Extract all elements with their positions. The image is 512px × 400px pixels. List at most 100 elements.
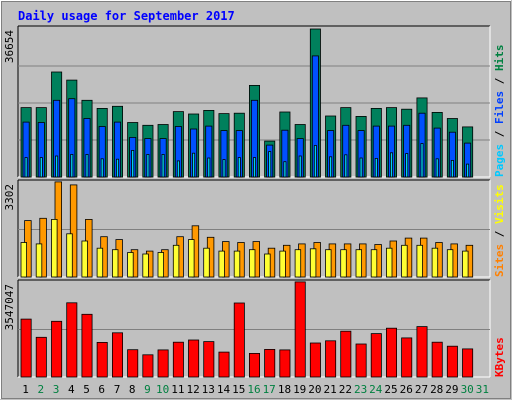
bar-sites-day-21	[325, 249, 332, 278]
bar-kbytes-day-3	[51, 320, 63, 378]
bar-kbytes-day-21	[325, 340, 337, 378]
legend-part-hits-4: Hits	[493, 45, 506, 72]
legend-part-visits-1: /	[493, 224, 506, 244]
bar-kbytes-day-23	[355, 343, 367, 378]
bar-sites-day-26	[401, 244, 408, 278]
bar-sites-day-23	[355, 249, 362, 278]
x-tick-label-23: 23	[354, 383, 367, 396]
x-tick-label-4: 4	[68, 383, 75, 396]
bar-kbytes-day-12	[188, 339, 200, 378]
x-tick-label-18: 18	[278, 383, 291, 396]
x-tick-label-8: 8	[129, 383, 136, 396]
bar-sites-day-18	[279, 250, 286, 278]
bar-sites-day-19	[294, 249, 302, 278]
y-max-label-visits: 3302	[3, 184, 16, 211]
panel-hits: 36654 Pages / Files / Hits	[3, 25, 506, 178]
bar-sites-day-8	[127, 252, 134, 278]
x-tick-label-27: 27	[415, 383, 428, 396]
legend-part-kbytes-0: KBytes	[493, 337, 506, 377]
bar-pages-day-30	[466, 163, 470, 178]
bar-pages-day-18	[283, 161, 287, 178]
bar-pages-day-3	[55, 155, 59, 178]
bar-kbytes-day-7	[112, 332, 124, 378]
x-tick-label-1: 1	[22, 383, 29, 396]
bar-pages-day-6	[100, 158, 104, 178]
x-tick-label-21: 21	[323, 383, 336, 396]
bar-kbytes-day-5	[81, 313, 93, 378]
bar-sites-day-16	[248, 249, 256, 278]
bar-pages-day-2	[39, 157, 43, 178]
bar-sites-day-25	[385, 247, 393, 278]
x-tick-label-26: 26	[400, 383, 413, 396]
panel-visits: 3302 Sites / Visits	[3, 179, 506, 278]
x-tick-label-3: 3	[53, 383, 60, 396]
bar-pages-day-21	[329, 156, 333, 178]
bar-kbytes-day-1	[20, 318, 32, 378]
chart-title: Daily usage for September 2017	[18, 9, 235, 23]
bar-sites-day-20	[309, 248, 317, 278]
x-tick-label-28: 28	[430, 383, 443, 396]
bar-kbytes-day-14	[218, 351, 230, 378]
bar-kbytes-day-15	[233, 302, 245, 378]
x-tick-label-9: 9	[144, 383, 151, 396]
x-tick-label-13: 13	[202, 383, 215, 396]
legend-part-hits-1: /	[493, 124, 506, 144]
bar-pages-day-17	[268, 151, 272, 178]
bar-kbytes-day-26	[401, 337, 413, 378]
bar-pages-day-22	[344, 154, 348, 178]
x-tick-label-10: 10	[156, 383, 169, 396]
legend-part-hits-0: Pages	[493, 144, 506, 177]
bar-sites-day-2	[35, 243, 43, 278]
bar-sites-day-9	[142, 253, 149, 278]
bar-pages-day-8	[131, 149, 135, 178]
bar-sites-day-3	[51, 218, 58, 278]
bar-visits-day-4	[69, 184, 78, 278]
bar-sites-day-27	[416, 244, 423, 278]
x-tick-label-11: 11	[171, 383, 184, 396]
x-tick-label-22: 22	[339, 383, 352, 396]
bar-pages-day-15	[237, 157, 241, 178]
bar-pages-day-13	[207, 157, 211, 178]
bar-sites-day-6	[96, 247, 104, 278]
bar-kbytes-day-16	[248, 352, 260, 378]
bar-pages-day-5	[85, 153, 89, 178]
x-tick-label-16: 16	[247, 383, 260, 396]
bar-kbytes-day-30	[462, 348, 474, 378]
legend-label-kbytes: KBytes	[493, 337, 506, 377]
bar-pages-day-7	[116, 158, 120, 178]
bar-kbytes-day-19	[294, 281, 306, 378]
x-tick-label-5: 5	[83, 383, 90, 396]
legend-part-visits-0: Sites	[493, 244, 506, 277]
bar-kbytes-day-20	[309, 342, 321, 378]
bar-sites-day-15	[233, 250, 241, 278]
bar-sites-day-4	[66, 233, 73, 278]
legend-label-hits: Pages / Files / Hits	[493, 45, 506, 178]
bar-sites-day-17	[264, 253, 271, 278]
bar-kbytes-day-24	[370, 333, 382, 378]
x-tick-label-24: 24	[369, 383, 383, 396]
bar-pages-day-24	[374, 157, 378, 178]
legend-part-visits-2: Visits	[493, 184, 506, 224]
x-tick-label-30: 30	[461, 383, 474, 396]
x-tick-label-14: 14	[217, 383, 231, 396]
y-max-label-kbytes: 3547047	[3, 284, 16, 330]
bar-pages-day-29	[450, 159, 454, 178]
series-kbytes	[20, 281, 474, 378]
bar-pages-day-9	[146, 153, 150, 178]
panel-kbytes: 3547047 KBytes	[3, 279, 506, 378]
bar-pages-day-27	[420, 143, 424, 178]
bar-kbytes-day-22	[340, 330, 352, 378]
x-tick-label-7: 7	[114, 383, 121, 396]
legend-label-visits: Sites / Visits	[493, 184, 506, 277]
bar-pages-day-26	[405, 153, 409, 178]
x-axis-labels: 1 2 3 4 5 6 7 8 9 10 11 12 13 14 15 16 17 18 19 20 21 22 23 24 2…	[22, 383, 489, 396]
series-sites	[20, 218, 469, 278]
bar-pages-day-14	[222, 159, 226, 178]
bar-sites-day-28	[431, 247, 439, 278]
bar-kbytes-day-2	[35, 336, 47, 378]
bar-pages-day-10	[161, 153, 165, 178]
x-tick-label-20: 20	[308, 383, 321, 396]
x-tick-label-6: 6	[98, 383, 105, 396]
bar-sites-day-30	[462, 250, 469, 278]
